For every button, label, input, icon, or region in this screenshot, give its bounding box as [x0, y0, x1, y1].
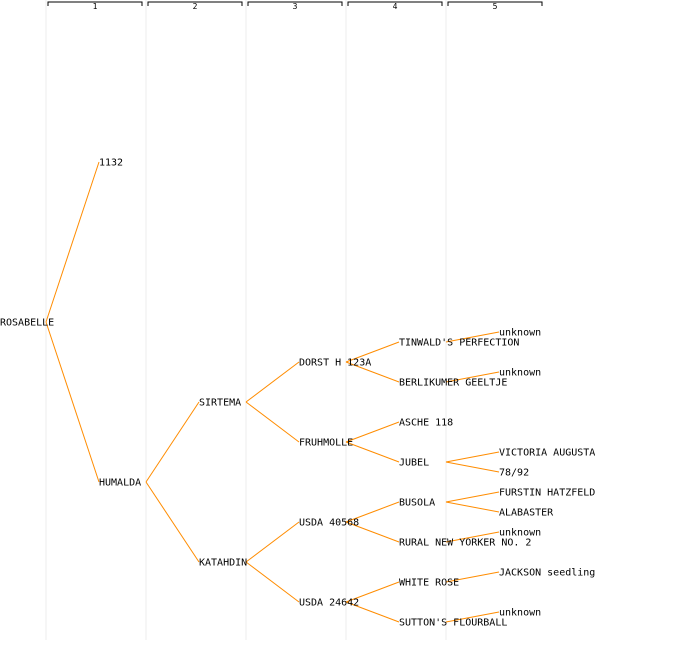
- pedigree-edge: [445, 331, 500, 343]
- generation-header: 5: [493, 2, 498, 11]
- pedigree-node-n16[interactable]: SUTTON'S FLOURBALL: [399, 618, 507, 629]
- pedigree-node-n18[interactable]: unknown: [499, 368, 541, 379]
- pedigree-edge: [345, 521, 400, 543]
- pedigree-edge: [45, 161, 100, 323]
- pedigree-edge: [345, 441, 400, 463]
- generation-header: 1: [93, 2, 98, 11]
- tree-edges: [45, 161, 500, 623]
- pedigree-edge: [445, 451, 500, 463]
- pedigree-node-n25[interactable]: unknown: [499, 608, 541, 619]
- generation-header: 2: [193, 2, 198, 11]
- pedigree-edge: [445, 531, 500, 543]
- pedigree-edge: [345, 361, 400, 383]
- pedigree-edge: [245, 521, 300, 563]
- generation-header-bracket: [247, 1, 343, 6]
- pedigree-node-n23[interactable]: unknown: [499, 528, 541, 539]
- pedigree-edge: [445, 371, 500, 383]
- pedigree-edge: [45, 321, 100, 483]
- generation-header-bracket: [447, 1, 543, 6]
- pedigree-node-n7[interactable]: USDA 40568: [299, 518, 359, 529]
- pedigree-edge: [345, 581, 400, 603]
- pedigree-node-n9[interactable]: TINWALD'S PERFECTION: [399, 338, 519, 349]
- pedigree-node-n0[interactable]: ROSABELLE: [0, 318, 54, 329]
- pedigree-edge: [345, 421, 400, 443]
- pedigree-edge: [445, 611, 500, 623]
- pedigree-node-n11[interactable]: ASCHE 118: [399, 418, 453, 429]
- pedigree-node-n14[interactable]: RURAL NEW YORKER NO. 2: [399, 538, 531, 549]
- pedigree-edge: [145, 481, 200, 563]
- pedigree-edge: [445, 491, 500, 503]
- pedigree-node-n1[interactable]: 1132: [99, 158, 123, 169]
- pedigree-node-n24[interactable]: JACKSON seedling: [499, 568, 595, 579]
- pedigree-edge: [145, 401, 200, 483]
- pedigree-node-n20[interactable]: 78/92: [499, 468, 529, 479]
- pedigree-node-n17[interactable]: unknown: [499, 328, 541, 339]
- pedigree-node-n5[interactable]: DORST H 123A: [299, 358, 371, 369]
- generation-header-bracket: [347, 1, 443, 6]
- pedigree-node-n6[interactable]: FRUHMOLLE: [299, 438, 353, 449]
- tree-labels: ROSABELLE 1132 HUMALDA SIRTEMA KATAHDIN DORST…: [0, 158, 595, 629]
- pedigree-node-n10[interactable]: BERLIKUMER GEELTJE: [399, 378, 507, 389]
- pedigree-node-n21[interactable]: FURSTIN HATZFELD: [499, 488, 595, 499]
- generation-header-bracket: [147, 1, 243, 6]
- pedigree-edge: [245, 401, 300, 443]
- pedigree-node-n13[interactable]: BUSOLA: [399, 498, 435, 509]
- pedigree-edge: [345, 601, 400, 623]
- pedigree-node-n3[interactable]: SIRTEMA: [199, 398, 241, 409]
- pedigree-edge: [445, 461, 500, 473]
- pedigree-edge: [345, 341, 400, 363]
- generation-columns: 1 2 3 4 5: [45, 0, 543, 640]
- pedigree-edge: [445, 571, 500, 583]
- pedigree-node-n19[interactable]: VICTORIA AUGUSTA: [499, 448, 595, 459]
- pedigree-node-n12[interactable]: JUBEL: [399, 458, 429, 469]
- pedigree-edge: [245, 361, 300, 403]
- pedigree-edge: [445, 501, 500, 513]
- pedigree-node-n15[interactable]: WHITE ROSE: [399, 578, 459, 589]
- pedigree-node-n4[interactable]: KATAHDIN: [199, 558, 247, 569]
- pedigree-node-n2[interactable]: HUMALDA: [99, 478, 141, 489]
- pedigree-edge: [245, 561, 300, 603]
- pedigree-node-n22[interactable]: ALABASTER: [499, 508, 554, 519]
- generation-header-bracket: [47, 1, 143, 6]
- pedigree-node-n8[interactable]: USDA 24642: [299, 598, 359, 609]
- pedigree-edge: [345, 501, 400, 523]
- generation-header: 4: [393, 2, 398, 11]
- generation-header: 3: [293, 2, 298, 11]
